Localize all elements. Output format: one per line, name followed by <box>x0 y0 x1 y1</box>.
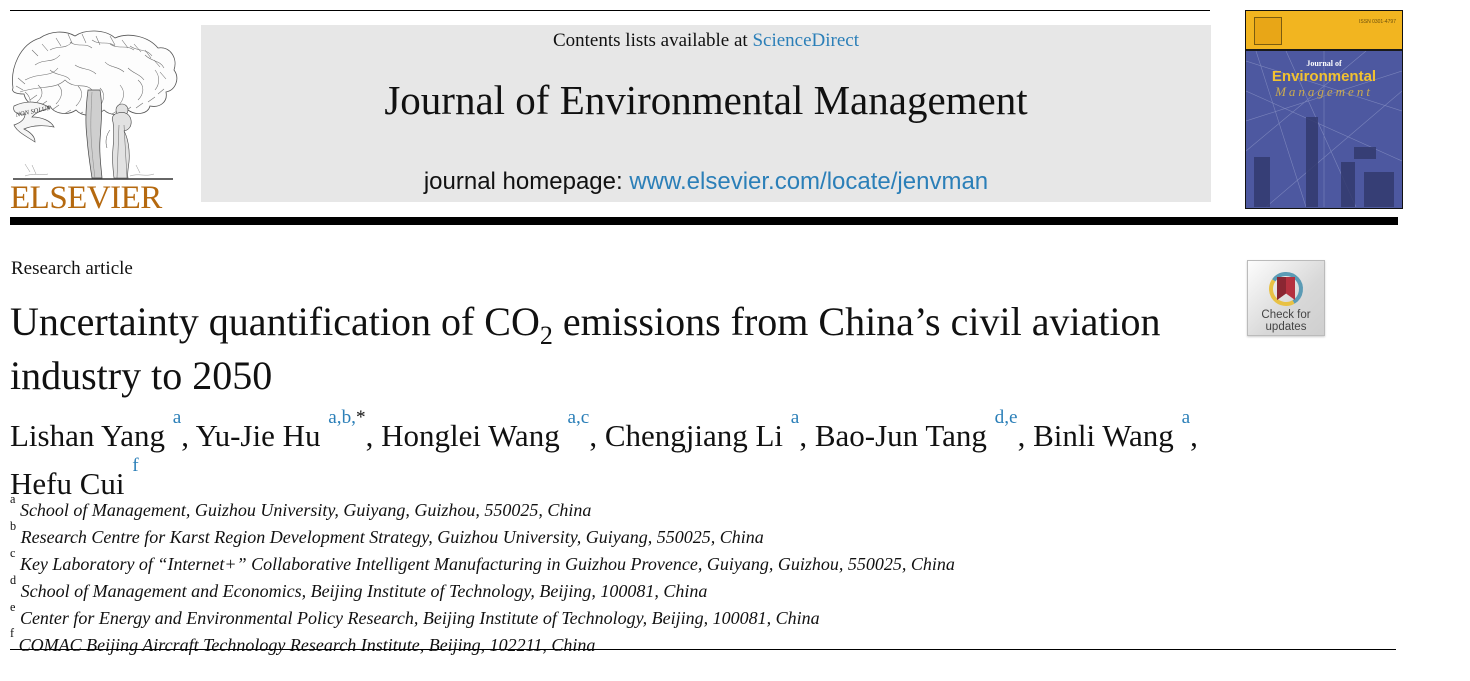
svg-text:ELSEVIER: ELSEVIER <box>10 180 162 215</box>
svg-text:updates: updates <box>1266 321 1307 333</box>
svg-text:Check for: Check for <box>1261 309 1310 321</box>
